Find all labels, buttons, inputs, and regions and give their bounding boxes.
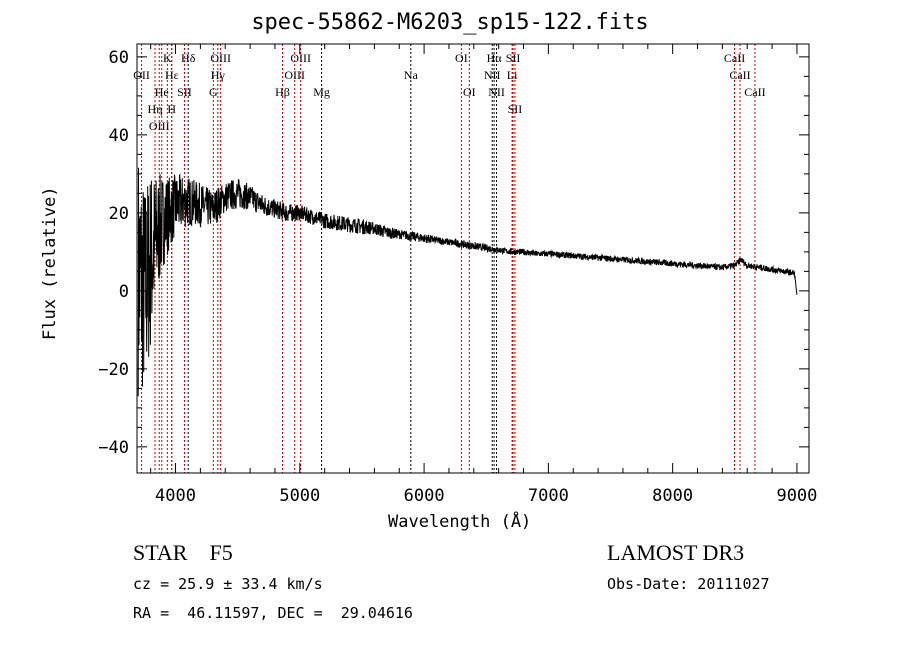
line-label: OIII — [284, 68, 305, 82]
line-label: Hα — [487, 51, 503, 65]
line-label: Hδ — [181, 51, 196, 65]
line-label: CaII — [744, 85, 765, 99]
x-axis-label: Wavelength (Å) — [388, 512, 532, 532]
x-tick-label: 4000 — [155, 486, 196, 506]
x-tick-label: 7000 — [528, 486, 569, 506]
y-tick-label: −40 — [98, 438, 129, 458]
line-label: CaII — [724, 51, 745, 65]
line-label: OIII — [290, 51, 311, 65]
line-label: Hβ — [275, 85, 290, 99]
y-tick-label: 60 — [109, 48, 129, 68]
line-label: OI — [463, 85, 476, 99]
x-tick-label: 6000 — [404, 486, 445, 506]
y-tick-label: −20 — [98, 360, 129, 380]
y-tick-label: 0 — [119, 282, 129, 302]
line-label: K — [163, 51, 172, 65]
line-label: OIII — [210, 51, 231, 65]
line-label: Na — [404, 68, 419, 82]
line-label: Mg — [313, 85, 330, 99]
object-class: STAR F5 — [133, 540, 233, 565]
line-label: SII — [506, 51, 521, 65]
y-tick-label: 40 — [109, 126, 129, 146]
line-label: Hη — [148, 102, 163, 116]
x-tick-label: 8000 — [652, 486, 693, 506]
line-label: H — [167, 102, 176, 116]
line-label: OII — [133, 68, 150, 82]
y-axis-label: Flux (relative) — [40, 186, 60, 340]
survey-name: LAMOST DR3 — [607, 540, 745, 565]
line-label: SII — [508, 102, 523, 116]
obs-date: Obs-Date: 20111027 — [607, 575, 770, 593]
line-label: Li — [507, 68, 518, 82]
line-label: NII — [484, 68, 501, 82]
x-tick-label: 9000 — [776, 486, 817, 506]
x-tick-label: 5000 — [279, 486, 320, 506]
line-label: Hγ — [211, 68, 226, 82]
spectrum-line — [137, 167, 798, 397]
chart-title: spec-55862-M6203_sp15-122.fits — [251, 10, 649, 35]
line-label: G — [209, 85, 218, 99]
line-label: He — [155, 85, 169, 99]
line-label: Hε — [165, 68, 179, 82]
y-tick-label: 20 — [109, 204, 129, 224]
coordinates: RA = 46.11597, DEC = 29.04616 — [133, 604, 413, 622]
line-label: OI — [455, 51, 468, 65]
plot-frame — [136, 43, 810, 474]
line-label: SII — [177, 85, 192, 99]
line-label: CaII — [729, 68, 750, 82]
redshift-cz: cz = 25.9 ± 33.4 km/s — [133, 575, 323, 593]
line-label: NII — [488, 85, 505, 99]
line-label: OIII — [149, 119, 170, 133]
